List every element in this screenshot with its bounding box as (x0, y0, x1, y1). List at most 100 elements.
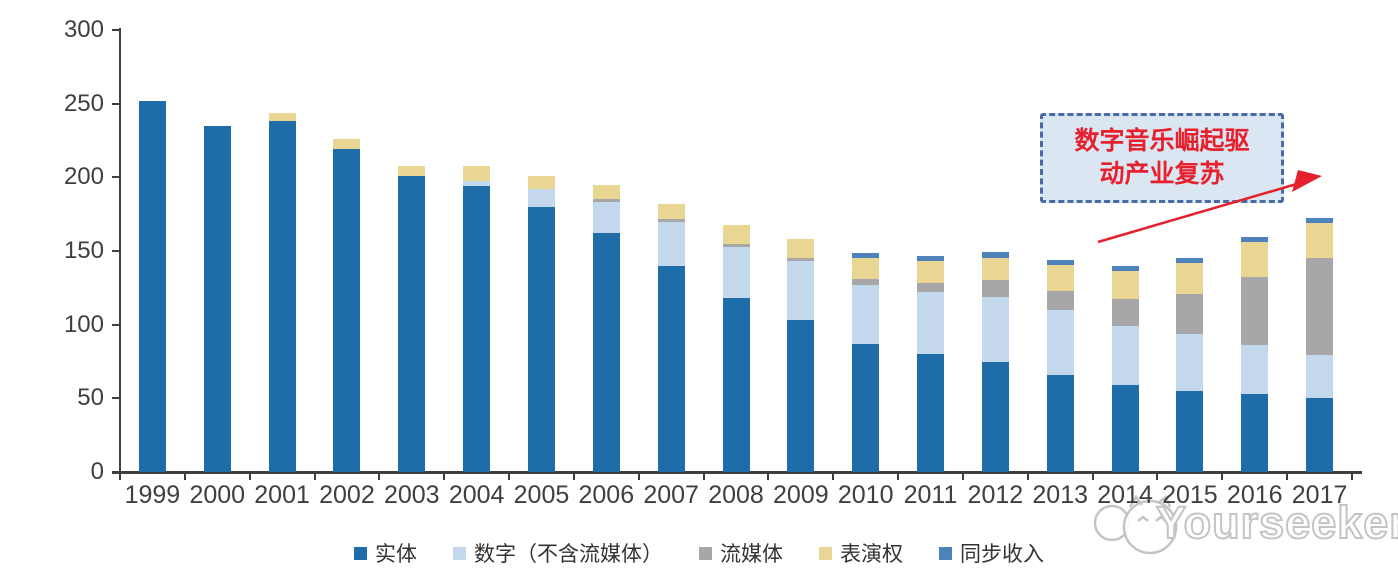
x-axis-tick (183, 472, 186, 480)
bar-segment (527, 175, 555, 190)
bar-segment (333, 139, 361, 150)
x-axis-label: 2003 (383, 481, 440, 509)
bar-segment (852, 253, 880, 258)
bar-segment (981, 258, 1009, 281)
y-axis-tick (112, 397, 120, 400)
bar-segment (1241, 393, 1269, 472)
bar-segment (1046, 309, 1074, 375)
bar-segment (333, 149, 361, 472)
legend-label: 同步收入 (960, 543, 1044, 566)
bar-segment (917, 292, 945, 355)
legend-item: 数字（不含流媒体） (453, 538, 663, 568)
bar-segment (592, 201, 620, 234)
bar-segment (1176, 257, 1204, 263)
legend-swatch (354, 546, 367, 560)
x-axis-label: 2012 (967, 481, 1024, 509)
x-axis-tick (248, 472, 251, 480)
bar-segment (1046, 374, 1074, 472)
x-axis-label: 2000 (189, 481, 246, 509)
legend-label: 表演权 (840, 543, 903, 566)
legend-label: 实体 (375, 543, 417, 566)
y-axis-label: 50 (77, 384, 104, 412)
x-axis-tick (897, 472, 900, 480)
bar-segment (527, 206, 555, 472)
legend-item: 表演权 (819, 538, 903, 568)
bar-segment (1306, 217, 1334, 224)
legend-item: 流媒体 (699, 538, 783, 568)
y-axis-tick (112, 102, 120, 105)
bar-segment (852, 343, 880, 472)
x-axis-tick (508, 472, 511, 480)
x-axis-tick (443, 472, 446, 480)
bar-segment (981, 280, 1009, 297)
x-axis-label: 2007 (643, 481, 699, 509)
bar-segment (917, 261, 945, 283)
bar-segment (1176, 262, 1204, 294)
y-axis-tick (112, 176, 120, 179)
bar-segment (527, 189, 555, 207)
bar-segment (1176, 333, 1204, 391)
x-axis-tick (1156, 472, 1159, 480)
x-axis-label: 2017 (1291, 481, 1348, 509)
x-axis-line (112, 471, 1362, 474)
x-axis-label: 2013 (1032, 481, 1089, 509)
y-axis-label: 100 (63, 310, 104, 338)
bar-segment (1306, 398, 1334, 472)
bar-segment (203, 125, 231, 472)
annotation-line1: 数字音乐崛起驱 (1074, 127, 1250, 155)
legend-label: 数字（不含流媒体） (474, 543, 663, 566)
x-axis-label: 1999 (124, 481, 181, 509)
bar-segment (787, 261, 815, 321)
legend-label: 流媒体 (720, 543, 783, 566)
bar-segment (138, 100, 166, 472)
x-axis-label: 2004 (448, 481, 505, 509)
x-axis-tick (1351, 472, 1353, 480)
bar-segment (981, 296, 1009, 362)
plot-area (120, 30, 1352, 472)
bar-segment (1176, 390, 1204, 472)
bar-segment (1241, 276, 1269, 346)
bar-segment (787, 238, 815, 259)
bar-segment (1176, 293, 1204, 334)
bar-segment (917, 282, 945, 293)
bar-segment (592, 199, 620, 202)
x-axis-tick (832, 472, 835, 480)
bar-segment (657, 221, 685, 266)
x-axis-label: 2008 (708, 481, 764, 509)
bar-segment (592, 184, 620, 200)
y-axis-tick (112, 323, 120, 326)
bar-segment (722, 224, 750, 245)
x-axis-label: 2005 (513, 481, 570, 509)
legend-swatch (819, 546, 832, 560)
x-axis-tick (961, 472, 964, 480)
x-axis-tick (572, 472, 575, 480)
x-axis-tick (702, 472, 705, 480)
x-axis-tick (767, 472, 770, 480)
legend-swatch (939, 546, 952, 560)
bar-segment (657, 219, 685, 222)
x-axis-label: 2006 (578, 481, 635, 509)
bar-segment (787, 258, 815, 262)
x-axis-tick (1221, 472, 1224, 480)
bar-segment (722, 246, 750, 299)
bar-segment (657, 203, 685, 220)
bar-segment (1111, 265, 1139, 271)
bar-segment (1306, 223, 1334, 259)
y-axis-tick (112, 29, 120, 31)
x-axis-label: 2009 (773, 481, 829, 509)
chart-legend: 实体 数字（不含流媒体） 流媒体 表演权 同步收入 (0, 538, 1398, 568)
legend-swatch (699, 546, 712, 560)
x-axis-label: 2015 (1162, 481, 1218, 509)
bar-segment (463, 186, 491, 472)
bar-segment (1046, 265, 1074, 291)
x-axis-tick (1091, 472, 1094, 480)
legend-item: 同步收入 (939, 538, 1044, 568)
x-axis-label: 2002 (319, 481, 375, 509)
bar-segment (722, 244, 750, 247)
x-axis-label: 2011 (903, 481, 958, 509)
x-axis-tick (119, 472, 121, 480)
y-axis-label: 250 (63, 89, 104, 117)
bar-segment (981, 252, 1009, 259)
y-axis-tick (112, 250, 120, 252)
y-axis-label: 150 (63, 237, 104, 264)
